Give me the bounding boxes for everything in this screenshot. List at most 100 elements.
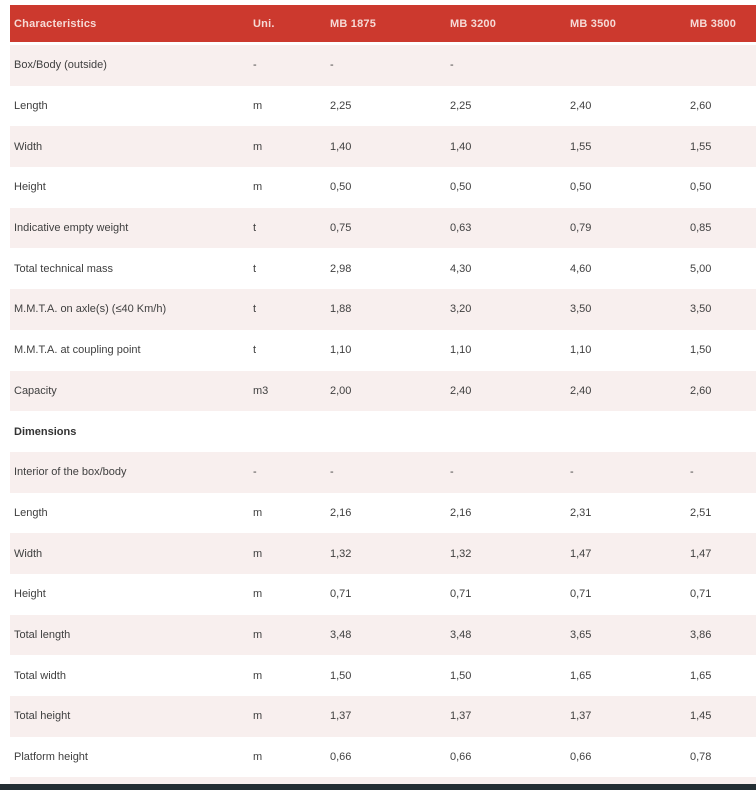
row-value-mb3200: 1,40 bbox=[450, 140, 472, 153]
row-value-mb3200: 0,71 bbox=[450, 588, 472, 601]
row-value-mb3800: 1,55 bbox=[690, 140, 712, 153]
row-value-mb1875: 0,50 bbox=[330, 181, 352, 194]
table-header-row: Characteristics Uni. MB 1875 MB 3200 MB … bbox=[10, 5, 756, 42]
row-unit: t bbox=[253, 303, 257, 316]
row-unit: t bbox=[253, 262, 257, 275]
column-header-mb1875: MB 1875 bbox=[330, 17, 377, 30]
row-label: Total height bbox=[14, 710, 71, 723]
row-label: Width bbox=[14, 547, 43, 560]
row-value-mb3200: 1,37 bbox=[450, 710, 472, 723]
row-unit: t bbox=[253, 344, 257, 357]
row-value-mb3500: 1,37 bbox=[570, 710, 592, 723]
row-value-mb3800: 0,78 bbox=[690, 751, 712, 764]
row-value-mb1875: 3,48 bbox=[330, 628, 352, 641]
row-value-mb1875: 2,16 bbox=[330, 506, 352, 519]
row-value-mb3800: 1,65 bbox=[690, 669, 712, 682]
row-value-mb3500: 0,71 bbox=[570, 588, 592, 601]
row-unit: m bbox=[253, 669, 263, 682]
table-row: Width m 1,32 1,32 1,47 1,47 bbox=[10, 533, 756, 574]
row-unit: m bbox=[253, 710, 263, 723]
bottom-bar bbox=[0, 784, 756, 790]
column-header-characteristics: Characteristics bbox=[14, 17, 97, 30]
row-value-mb3500: 1,55 bbox=[570, 140, 592, 153]
row-label: Interior of the box/body bbox=[14, 466, 127, 479]
row-value-mb3200: 2,40 bbox=[450, 384, 472, 397]
row-unit: m bbox=[253, 588, 263, 601]
table-row: Total technical mass t 2,98 4,30 4,60 5,… bbox=[10, 248, 756, 290]
row-value-mb3500: 3,65 bbox=[570, 628, 592, 641]
row-unit: - bbox=[253, 466, 257, 479]
row-label: M.M.T.A. on axle(s) (≤40 Km/h) bbox=[14, 303, 167, 316]
row-label: Height bbox=[14, 181, 46, 194]
row-value-mb3800: 0,50 bbox=[690, 181, 712, 194]
table-row: Total height m 1,37 1,37 1,37 1,45 bbox=[10, 696, 756, 737]
row-unit: m bbox=[253, 628, 263, 641]
row-value-mb1875: 1,40 bbox=[330, 140, 352, 153]
row-value-mb3500: - bbox=[570, 466, 574, 479]
row-value-mb1875: 1,50 bbox=[330, 669, 352, 682]
row-label: Capacity bbox=[14, 384, 57, 397]
row-value-mb3200: 1,10 bbox=[450, 344, 472, 357]
row-value-mb1875: 1,32 bbox=[330, 547, 352, 560]
row-value-mb3200: 2,25 bbox=[450, 100, 472, 113]
table-row: Length m 2,16 2,16 2,31 2,51 bbox=[10, 492, 756, 534]
column-header-mb3500: MB 3500 bbox=[570, 17, 617, 30]
row-value-mb3500: 2,40 bbox=[570, 100, 592, 113]
row-value-mb3500: 1,47 bbox=[570, 547, 592, 560]
table-row: Capacity m3 2,00 2,40 2,40 2,60 bbox=[10, 370, 756, 412]
row-value-mb3200: 3,20 bbox=[450, 303, 472, 316]
row-unit: m bbox=[253, 506, 263, 519]
table-row: Dimensions bbox=[10, 411, 756, 452]
row-unit: - bbox=[253, 59, 257, 72]
row-unit: m bbox=[253, 751, 263, 764]
row-value-mb3200: 2,16 bbox=[450, 506, 472, 519]
table-row: Box/Body (outside) - - - bbox=[10, 45, 756, 86]
table-row: Indicative empty weight t 0,75 0,63 0,79… bbox=[10, 207, 756, 249]
row-value-mb3200: 0,50 bbox=[450, 181, 472, 194]
row-label: Box/Body (outside) bbox=[14, 59, 107, 72]
row-label: Total width bbox=[14, 669, 66, 682]
row-value-mb1875: 2,98 bbox=[330, 262, 352, 275]
table-row: Total width m 1,50 1,50 1,65 1,65 bbox=[10, 655, 756, 696]
row-unit: m bbox=[253, 181, 263, 194]
table-row: Height m 0,50 0,50 0,50 0,50 bbox=[10, 167, 756, 208]
table-row: Height m 0,71 0,71 0,71 0,71 bbox=[10, 573, 756, 615]
row-value-mb3800: 1,45 bbox=[690, 710, 712, 723]
row-label: M.M.T.A. at coupling point bbox=[14, 344, 141, 357]
row-value-mb1875: - bbox=[330, 59, 334, 72]
row-value-mb3200: 1,50 bbox=[450, 669, 472, 682]
table-row: Total length m 3,48 3,48 3,65 3,86 bbox=[10, 614, 756, 656]
row-value-mb3500: 0,79 bbox=[570, 222, 592, 235]
row-label: Total technical mass bbox=[14, 262, 114, 275]
row-unit: m bbox=[253, 547, 263, 560]
row-value-mb3800: 0,85 bbox=[690, 222, 712, 235]
row-value-mb3200: - bbox=[450, 59, 454, 72]
row-value-mb3800: 1,47 bbox=[690, 547, 712, 560]
row-value-mb3500: 0,50 bbox=[570, 181, 592, 194]
row-value-mb3800: - bbox=[690, 466, 694, 479]
row-value-mb1875: - bbox=[330, 466, 334, 479]
row-label: Dimensions bbox=[14, 425, 77, 438]
table-body: Box/Body (outside) - - - Length m 2,25 2… bbox=[10, 45, 756, 778]
row-value-mb1875: 0,75 bbox=[330, 222, 352, 235]
row-label: Height bbox=[14, 588, 46, 601]
row-value-mb3200: 1,32 bbox=[450, 547, 472, 560]
row-value-mb3800: 5,00 bbox=[690, 262, 712, 275]
table-row: Platform height m 0,66 0,66 0,66 0,78 bbox=[10, 736, 756, 778]
row-label: Length bbox=[14, 100, 48, 113]
column-header-unit: Uni. bbox=[253, 17, 275, 30]
row-label: Platform height bbox=[14, 751, 88, 764]
row-value-mb1875: 0,66 bbox=[330, 751, 352, 764]
row-label: Indicative empty weight bbox=[14, 222, 129, 235]
row-value-mb3800: 2,51 bbox=[690, 506, 712, 519]
row-label: Width bbox=[14, 140, 43, 153]
row-value-mb3500: 4,60 bbox=[570, 262, 592, 275]
row-value-mb3800: 3,50 bbox=[690, 303, 712, 316]
row-value-mb3200: - bbox=[450, 466, 454, 479]
row-unit: t bbox=[253, 222, 257, 235]
row-value-mb3500: 1,10 bbox=[570, 344, 592, 357]
row-value-mb1875: 2,25 bbox=[330, 100, 352, 113]
row-value-mb3200: 0,63 bbox=[450, 222, 472, 235]
table-row: M.M.T.A. on axle(s) (≤40 Km/h) t 1,88 3,… bbox=[10, 289, 756, 330]
table-row: M.M.T.A. at coupling point t 1,10 1,10 1… bbox=[10, 329, 756, 371]
